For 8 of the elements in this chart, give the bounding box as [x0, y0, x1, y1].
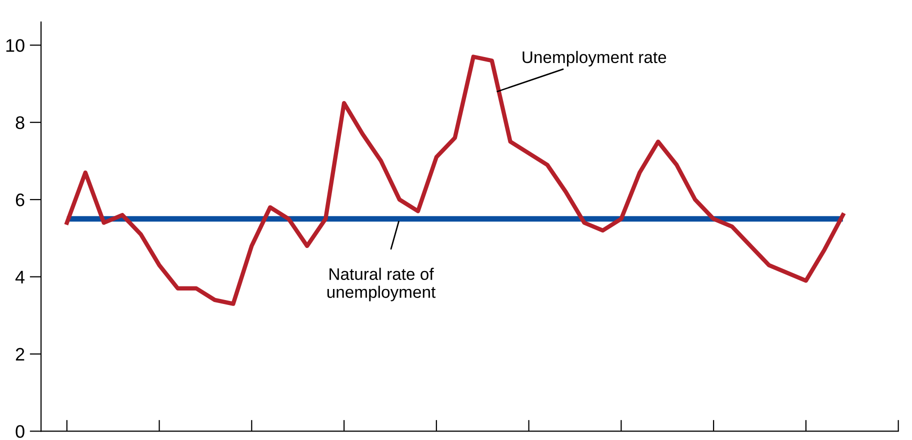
y-tick-label: 4 [15, 270, 25, 284]
y-tick-label: 6 [16, 194, 24, 206]
y-tick-label: 2 [16, 348, 24, 361]
ref-line-label: Natural rate of unemployment [327, 268, 436, 302]
y-tick-label: 10 [6, 39, 24, 52]
y-tick-label: 8 [16, 116, 24, 130]
y-tick-label: 0 [16, 425, 24, 438]
annotation: Unemployment rate [522, 50, 666, 66]
